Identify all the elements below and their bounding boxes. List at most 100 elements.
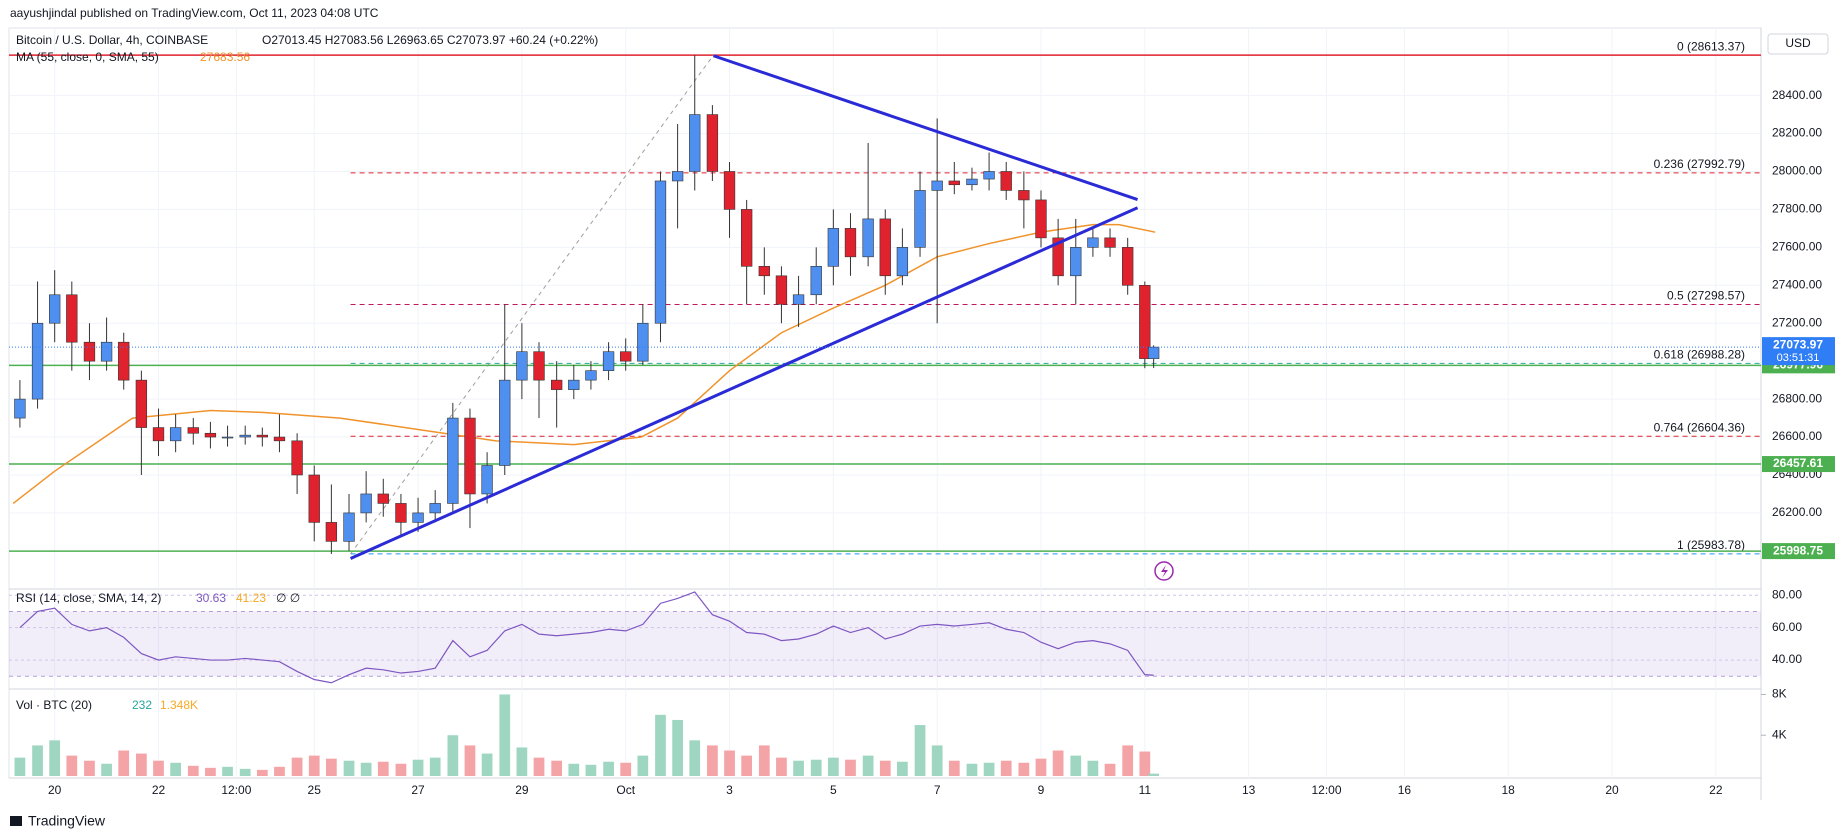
candle-body — [706, 114, 719, 172]
volume-bar — [205, 767, 216, 776]
candle-body — [360, 493, 372, 514]
candle-body — [14, 398, 26, 419]
y-tick-label: 27200.00 — [1772, 315, 1822, 329]
x-tick-label: 18 — [1502, 783, 1516, 797]
volume-bar — [153, 760, 164, 776]
volume-bar — [585, 764, 597, 776]
fib-label: 0 (28613.37) — [1677, 39, 1745, 53]
volume-bar — [741, 755, 753, 776]
volume-bar — [118, 750, 130, 776]
candle-body — [879, 218, 891, 277]
candle-body — [49, 294, 61, 324]
logo-mark — [10, 816, 22, 826]
y-tick-label: 28200.00 — [1772, 126, 1822, 140]
volume-bar — [897, 761, 908, 776]
candle-body — [533, 351, 545, 381]
candle-body — [499, 379, 511, 466]
x-tick-label: 27 — [411, 783, 425, 797]
volume-bar — [14, 757, 26, 776]
volume-bar — [187, 765, 199, 776]
volume-bar — [516, 747, 528, 776]
candle-body — [152, 427, 165, 442]
price-tag — [1762, 543, 1835, 560]
candle-body — [654, 180, 667, 324]
x-tick-label: Oct — [616, 783, 635, 797]
candle-body — [66, 294, 78, 343]
volume-bar — [793, 760, 804, 776]
x-tick-label: 22 — [152, 783, 166, 797]
volume-bar — [136, 753, 147, 776]
volume-bar — [464, 745, 476, 776]
x-tick-label: 13 — [1242, 783, 1256, 797]
x-tick-label: 25 — [308, 783, 322, 797]
y-tick-label: 27400.00 — [1772, 277, 1822, 291]
candle-body — [447, 417, 459, 504]
brand: TradingView — [28, 813, 106, 829]
price-tag — [1762, 456, 1835, 473]
ohlc: O27013.45 H27083.56 L26963.65 C27073.97 … — [262, 33, 598, 47]
x-tick-label: 7 — [934, 783, 941, 797]
y-tick-label: 26200.00 — [1772, 505, 1822, 519]
volume-bar — [879, 760, 891, 776]
candle-body — [844, 228, 857, 258]
x-tick-label: 22 — [1709, 783, 1723, 797]
currency[interactable]: USD — [1785, 36, 1811, 50]
candle-body — [896, 247, 909, 277]
volume-bar — [222, 766, 233, 776]
x-tick-label: 11 — [1139, 783, 1152, 797]
volume-bar — [1070, 755, 1082, 776]
candle-body — [377, 493, 389, 504]
candle-body — [758, 266, 770, 277]
price-tag-label: 26457.61 — [1773, 456, 1823, 470]
volume-bar — [412, 759, 424, 776]
candle-body — [135, 379, 148, 428]
x-tick-label: 3 — [726, 783, 733, 797]
volume-bar — [395, 763, 407, 776]
x-tick-label: 29 — [515, 783, 529, 797]
candle-body — [862, 218, 874, 258]
candle-body — [740, 209, 753, 267]
candle-body — [395, 503, 407, 523]
volume-bar — [655, 714, 666, 776]
candle-body — [1070, 247, 1082, 277]
volume-bar — [274, 766, 285, 776]
candle-body — [792, 294, 805, 305]
event-icon[interactable] — [1154, 561, 1174, 581]
volume-bar — [308, 755, 320, 776]
candle-body — [723, 171, 736, 210]
volume-bar — [481, 753, 493, 776]
x-tick-label: 20 — [48, 783, 62, 797]
rsi-tick-label: 60.00 — [1772, 620, 1802, 634]
volume-name: Vol · BTC (20) — [16, 698, 92, 712]
trendline — [349, 206, 1139, 560]
candle-body — [1052, 237, 1064, 277]
footer-logo: TradingView — [10, 813, 106, 829]
countdown: 03:51:31 — [1777, 352, 1820, 364]
rsi-sma-value: 41.23 — [236, 591, 266, 605]
candle-body — [1087, 237, 1099, 248]
volume-bar — [1139, 751, 1151, 776]
symbol-title: Bitcoin / U.S. Dollar, 4h, COINBASE — [16, 33, 208, 47]
volume-bar — [291, 757, 303, 776]
volume-bar — [499, 694, 511, 776]
rsi-extra: ∅ ∅ — [276, 591, 300, 605]
volume-tick-label: 4K — [1772, 727, 1787, 741]
currency-button[interactable] — [1767, 33, 1829, 55]
fib-label: 0.618 (26988.28) — [1654, 348, 1745, 362]
volume-bar — [377, 761, 389, 776]
candle-body — [516, 351, 528, 381]
volume-bar — [170, 762, 181, 776]
candle-body — [775, 275, 788, 305]
price-tag-label: 25998.75 — [1773, 543, 1823, 557]
candle-body — [464, 417, 476, 495]
fib-label: 0.5 (27298.57) — [1667, 289, 1745, 303]
candle-body — [273, 436, 286, 442]
rsi-line — [19, 591, 1154, 684]
candle-body — [1035, 199, 1047, 239]
candle-body — [221, 436, 234, 439]
volume-bar — [1018, 762, 1030, 776]
volume-bar — [429, 757, 441, 776]
candle-body — [1018, 190, 1030, 201]
